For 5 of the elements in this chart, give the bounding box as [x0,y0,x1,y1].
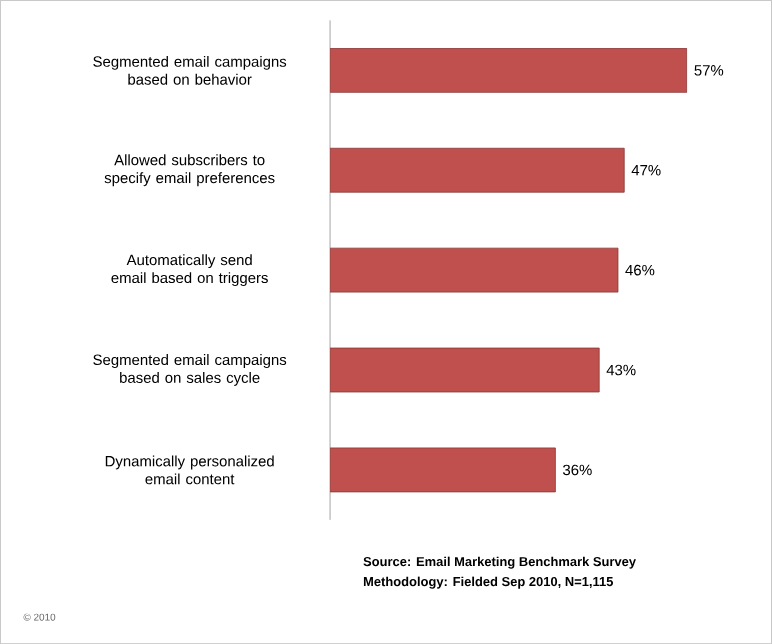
bar [330,47,688,93]
bar [330,147,625,193]
bar [330,247,619,293]
bar [330,447,556,493]
bar [330,347,600,393]
